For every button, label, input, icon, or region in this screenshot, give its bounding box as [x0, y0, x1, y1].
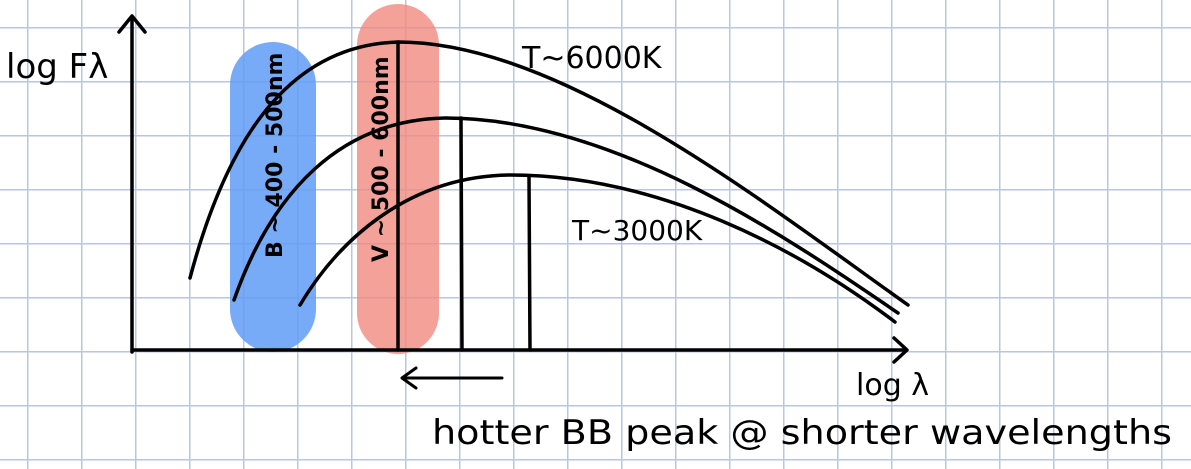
curve-label-6000k: T~6000K — [521, 41, 663, 76]
peak-line-mid — [459, 116, 464, 352]
x-axis-label: log λ — [856, 368, 929, 403]
shift-arrow-head — [400, 366, 418, 390]
v-band-label: V ~ 500 - 600nm — [369, 56, 394, 262]
curve-label-3000k: T~3000K — [571, 214, 703, 247]
y-axis-label: log Fλ — [6, 47, 108, 87]
curve-mid — [232, 116, 900, 315]
curve-6000k — [188, 40, 910, 307]
annotation-text: hotter BB peak @ shorter wavelengths — [432, 413, 1172, 453]
x-axis-arrowhead — [892, 336, 909, 364]
y-axis-arrowhead — [117, 14, 147, 34]
b-band-highlight — [230, 42, 316, 352]
peak-line-3000k — [527, 174, 532, 352]
b-band-label: B ~ 400 - 500nm — [263, 53, 288, 258]
curve-3000k — [298, 173, 897, 324]
